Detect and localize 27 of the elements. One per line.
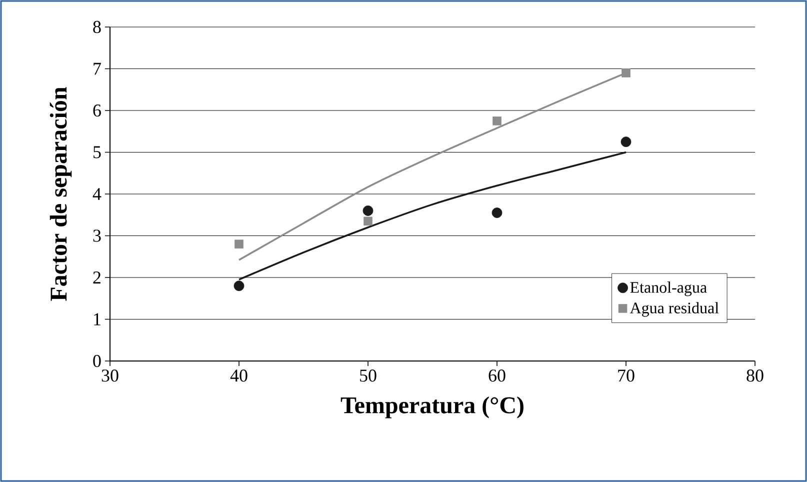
point bbox=[492, 116, 502, 126]
point bbox=[622, 68, 630, 78]
x-axis-title: Temperatura (°C) bbox=[340, 396, 524, 418]
y-tick-label: 0 bbox=[93, 354, 101, 368]
legend-label: Etanol-agua bbox=[630, 282, 707, 296]
x-tick-label: 40 bbox=[230, 370, 248, 382]
y-tick-label: 1 bbox=[94, 313, 100, 326]
y-tick-label: 5 bbox=[94, 146, 101, 158]
y-tick-label: 6 bbox=[93, 104, 101, 117]
x-tick-label: 80 bbox=[746, 370, 764, 382]
y-axis-title: Factor de separación bbox=[50, 87, 72, 301]
point bbox=[234, 240, 244, 248]
x-tick-label: 30 bbox=[102, 370, 118, 382]
x-tick-label: 60 bbox=[488, 370, 506, 382]
y-tick-label: 4 bbox=[92, 188, 102, 200]
y-tick-label: 3 bbox=[93, 230, 101, 242]
y-tick-label: 8 bbox=[93, 20, 101, 34]
point bbox=[492, 208, 502, 218]
point bbox=[234, 280, 244, 292]
point bbox=[364, 216, 372, 226]
legend-label: Agua residual bbox=[630, 302, 719, 317]
point bbox=[620, 136, 632, 148]
y-tick-label: 7 bbox=[94, 62, 101, 75]
y-tick-label: 2 bbox=[93, 272, 100, 284]
x-tick-label: 70 bbox=[618, 370, 634, 382]
x-tick-label: 50 bbox=[360, 370, 376, 382]
point bbox=[362, 206, 374, 216]
